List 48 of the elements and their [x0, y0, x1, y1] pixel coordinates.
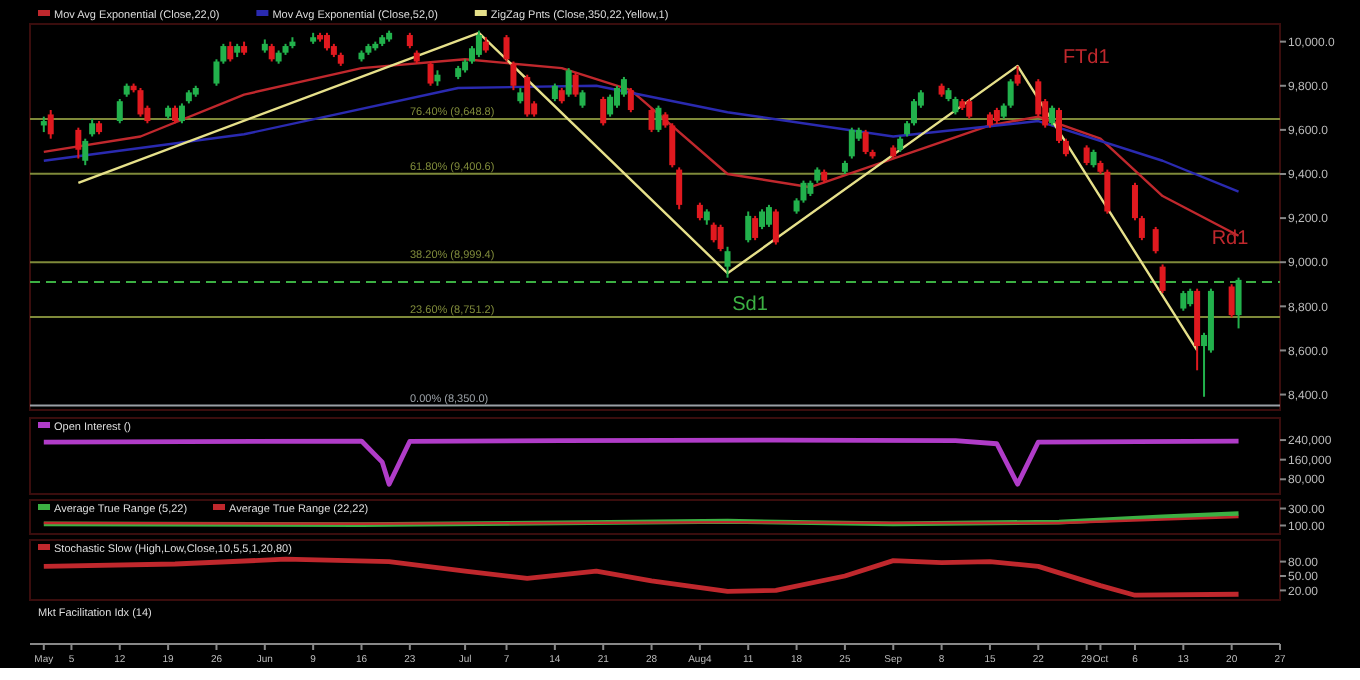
candlestick [47, 109, 54, 140]
line-series [41, 437, 1241, 487]
candlestick [1104, 168, 1111, 215]
candlestick [137, 86, 144, 118]
candlestick [614, 84, 621, 109]
candlestick [600, 95, 607, 127]
candlestick [717, 223, 724, 253]
candlestick [178, 102, 185, 125]
candlestick [503, 34, 510, 63]
candlestick [565, 67, 572, 98]
candlestick [862, 128, 869, 156]
candlestick [1235, 276, 1242, 330]
candlestick [676, 166, 683, 211]
candlestick [427, 60, 434, 87]
candlestick [966, 97, 973, 120]
candlestick [116, 97, 123, 125]
candlestick [1083, 144, 1090, 167]
line-series [42, 84, 1240, 193]
candlestick [648, 106, 655, 134]
candlestick [710, 221, 717, 244]
candlestick [772, 208, 779, 246]
candlestick [765, 203, 772, 228]
candlestick [82, 137, 89, 167]
annotation: FTd1 [1062, 46, 1111, 69]
candlestick [227, 40, 234, 63]
candlestick [1159, 263, 1166, 295]
candlestick [745, 210, 752, 244]
candlestick [655, 104, 662, 134]
candlestick [752, 214, 759, 242]
candlestick [1180, 289, 1187, 312]
candlestick [1049, 104, 1056, 127]
annotation: Rd1 [1211, 228, 1250, 251]
candlestick [759, 208, 766, 231]
candlestick [510, 60, 517, 92]
candlestick [627, 86, 634, 114]
candlestick [848, 126, 855, 160]
line-series [77, 31, 1199, 352]
candlestick [1152, 225, 1159, 255]
candlestick [572, 71, 579, 98]
annotation: Sd1 [732, 293, 769, 316]
line-series [41, 556, 1241, 598]
candlestick [1228, 283, 1235, 319]
candlestick [524, 73, 531, 118]
candlestick [475, 29, 482, 59]
candlestick [75, 126, 82, 160]
candlestick [724, 245, 731, 279]
candlestick [1014, 64, 1021, 87]
candlestick [607, 93, 614, 118]
